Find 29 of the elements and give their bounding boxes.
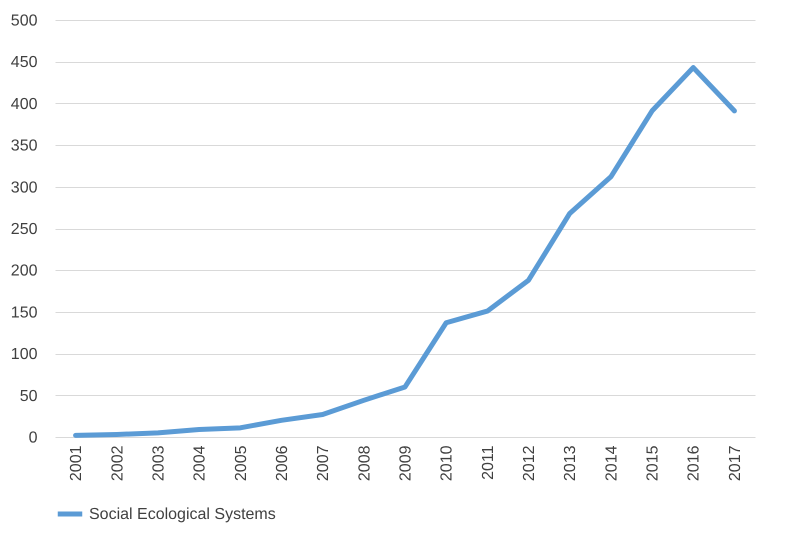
y-tick-label: 400	[10, 96, 38, 113]
x-tick-label: 2008	[356, 445, 374, 482]
x-tick-label: 2009	[398, 445, 414, 482]
x-tick-label: 2011	[480, 445, 497, 480]
y-tick-label: 0	[28, 430, 38, 446]
x-tick-label: 2007	[315, 445, 332, 482]
y-tick-label: 100	[10, 346, 38, 364]
x-tick-label: 2002	[109, 445, 126, 482]
x-tick-label: 2006	[274, 445, 291, 482]
y-tick-label: 500	[10, 12, 38, 30]
x-tick-label: 2012	[521, 445, 538, 482]
x-tick-label: 2004	[192, 445, 209, 482]
x-tick-label: 2001	[68, 445, 86, 482]
x-tick-label: 2013	[562, 445, 580, 482]
x-tick-label: 2015	[644, 445, 662, 482]
y-tick-label: 150	[10, 304, 38, 322]
x-tick-label: 2016	[686, 445, 703, 482]
legend-label: Social Ecological Systems	[89, 506, 276, 523]
y-tick-label: 300	[10, 179, 38, 196]
y-tick-label: 350	[10, 138, 38, 155]
x-tick-label: 2003	[150, 445, 168, 482]
y-tick-label: 450	[10, 54, 38, 72]
x-tick-label: 2017	[726, 445, 744, 482]
y-tick-label: 200	[10, 262, 38, 280]
x-tick-label: 2010	[438, 445, 456, 482]
y-tick-label: 50	[20, 388, 38, 405]
x-tick-label: 2005	[232, 445, 250, 482]
y-tick-label: 250	[10, 221, 38, 238]
x-tick-label: 2014	[603, 445, 620, 482]
